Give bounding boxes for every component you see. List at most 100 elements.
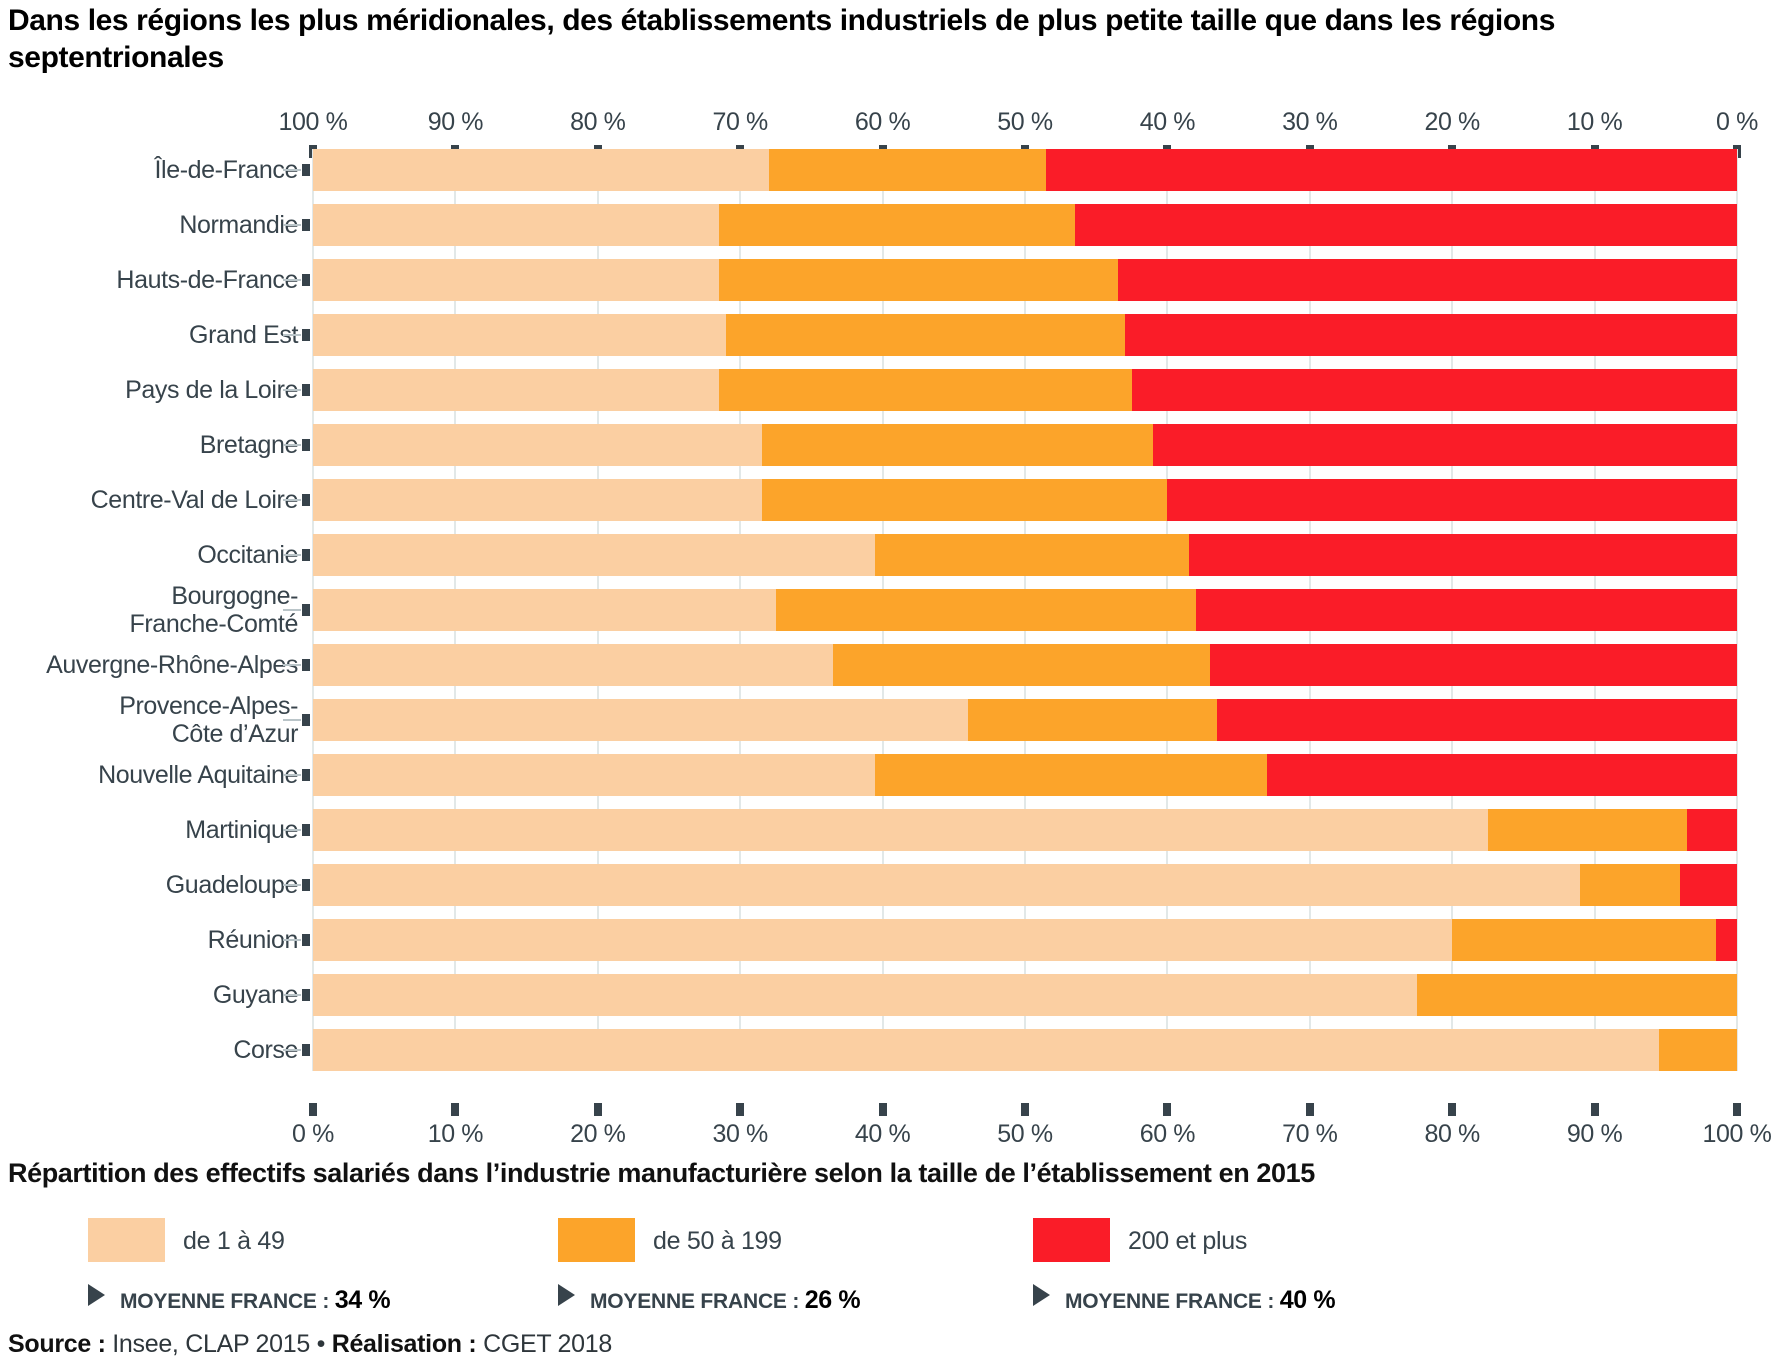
axis-tick-label: 40 %	[1139, 108, 1196, 136]
bar-row	[313, 259, 1737, 301]
source-label: Source :	[8, 1330, 106, 1358]
category-tick-line	[283, 884, 301, 886]
average-prefix: MOYENNE FRANCE :	[120, 1290, 335, 1313]
chart-subtitle: Répartition des effectifs salariés dans …	[8, 1158, 1315, 1188]
bar-segment	[968, 699, 1218, 741]
category-tick-mark	[302, 219, 310, 231]
category-label-line: Nouvelle Aquitaine	[98, 761, 298, 789]
bar-segment	[1124, 314, 1737, 356]
category-tick-line	[283, 554, 301, 556]
category-label: Bretagne	[200, 431, 299, 459]
axis-tick-label: 10 %	[427, 1120, 484, 1148]
bar-segment	[1167, 479, 1737, 521]
category-tick-line	[283, 939, 301, 941]
bar-segment	[1074, 204, 1737, 246]
axis-tick-mark	[736, 1103, 745, 1116]
axis-tick-label: 70 %	[712, 108, 768, 136]
category-tick-line	[283, 609, 301, 611]
category-tick-mark	[302, 494, 310, 506]
bar-segment	[718, 369, 1132, 411]
axis-tick-label: 0 %	[292, 1120, 334, 1148]
axis-tick-mark	[1448, 1103, 1457, 1116]
category-label-line: Hauts-de-France	[116, 266, 298, 294]
bar-segment	[313, 864, 1581, 906]
bar-segment	[775, 589, 1196, 631]
axis-tick-label: 60 %	[854, 108, 911, 136]
axis-tick-label: 20 %	[1424, 108, 1480, 136]
average-text: MOYENNE FRANCE : 26 %	[590, 1286, 861, 1315]
category-tick-line	[283, 389, 301, 391]
category-label: Île-de-France	[155, 156, 299, 184]
category-label: Occitanie	[197, 541, 298, 569]
bar-segment	[313, 204, 719, 246]
bar-segment	[313, 1029, 1659, 1071]
source-line: Source : Insee, CLAP 2015 • Réalisation …	[8, 1330, 612, 1359]
bar-segment	[313, 809, 1488, 851]
bar-row	[313, 699, 1737, 741]
bar-segment	[875, 534, 1189, 576]
axis-tick-label: 50 %	[997, 1120, 1053, 1148]
legend-label: de 1 à 49	[183, 1227, 285, 1255]
axis-tick-mark	[878, 1103, 887, 1116]
bar-row	[313, 534, 1737, 576]
bar-segment	[1680, 864, 1737, 906]
realisation-text: CGET 2018	[476, 1330, 612, 1358]
bar-segment	[761, 424, 1154, 466]
bar-row	[313, 1029, 1737, 1071]
source-text: Insee, CLAP 2015 •	[105, 1330, 332, 1358]
legend-swatch	[558, 1218, 635, 1262]
bar-segment	[725, 314, 1125, 356]
axis-tick-label: 40 %	[854, 1120, 911, 1148]
bar-segment	[1210, 644, 1737, 686]
category-label-line: Normandie	[179, 211, 298, 239]
axis-tick-mark	[1021, 1103, 1029, 1116]
bar-row	[313, 589, 1737, 631]
axis-tick-label: 90 %	[427, 108, 484, 136]
category-tick-mark	[302, 604, 310, 616]
average-arrow-icon	[1033, 1284, 1050, 1306]
bar-segment	[1267, 754, 1737, 796]
category-label-line: Centre-Val de Loire	[90, 486, 299, 514]
category-label: Guadeloupe	[166, 871, 299, 899]
bar-row	[313, 809, 1737, 851]
axis-tick-label: 50 %	[997, 108, 1053, 136]
category-tick-line	[283, 994, 301, 996]
legend-swatch	[88, 1218, 165, 1262]
axis-tick-mark	[1305, 1103, 1314, 1116]
category-tick-mark	[302, 439, 310, 451]
category-label: Centre-Val de Loire	[90, 486, 299, 514]
category-tick-line	[283, 279, 301, 281]
bar-segment	[1195, 589, 1737, 631]
category-label: Pays de la Loire	[125, 376, 298, 404]
category-tick-mark	[302, 824, 310, 836]
bar-segment	[1416, 974, 1737, 1016]
category-tick-mark	[302, 1044, 310, 1056]
bar-segment	[1687, 809, 1737, 851]
category-label-line: Martinique	[185, 816, 298, 844]
bar-segment	[1217, 699, 1737, 741]
axis-tick-mark	[451, 1103, 460, 1116]
axis-tick-label: 30 %	[712, 1120, 768, 1148]
category-tick-mark	[302, 549, 310, 561]
axis-tick-label: 60 %	[1139, 1120, 1196, 1148]
category-label: Auvergne-Rhône-Alpes	[46, 651, 298, 679]
bar-segment	[761, 479, 1168, 521]
category-tick-mark	[302, 934, 310, 946]
axis-tick-label: 90 %	[1566, 1120, 1623, 1148]
legend-swatch	[1033, 1218, 1110, 1262]
axis-tick-label: 0 %	[1716, 108, 1758, 136]
category-tick-line	[283, 1049, 301, 1051]
axis-tick-mark	[309, 1103, 317, 1116]
category-tick-line	[283, 719, 301, 721]
bar-segment	[313, 149, 769, 191]
category-tick-mark	[302, 329, 310, 341]
bar-segment	[313, 314, 726, 356]
average-value: 26 %	[804, 1286, 861, 1314]
bar-segment	[313, 479, 762, 521]
axis-tick-mark	[1163, 1103, 1172, 1116]
axis-tick-label: 80 %	[1424, 1120, 1480, 1148]
legend-label: 200 et plus	[1128, 1227, 1248, 1255]
axis-tick-label: 20 %	[570, 1120, 626, 1148]
bar-segment	[875, 754, 1268, 796]
bar-segment	[313, 259, 719, 301]
